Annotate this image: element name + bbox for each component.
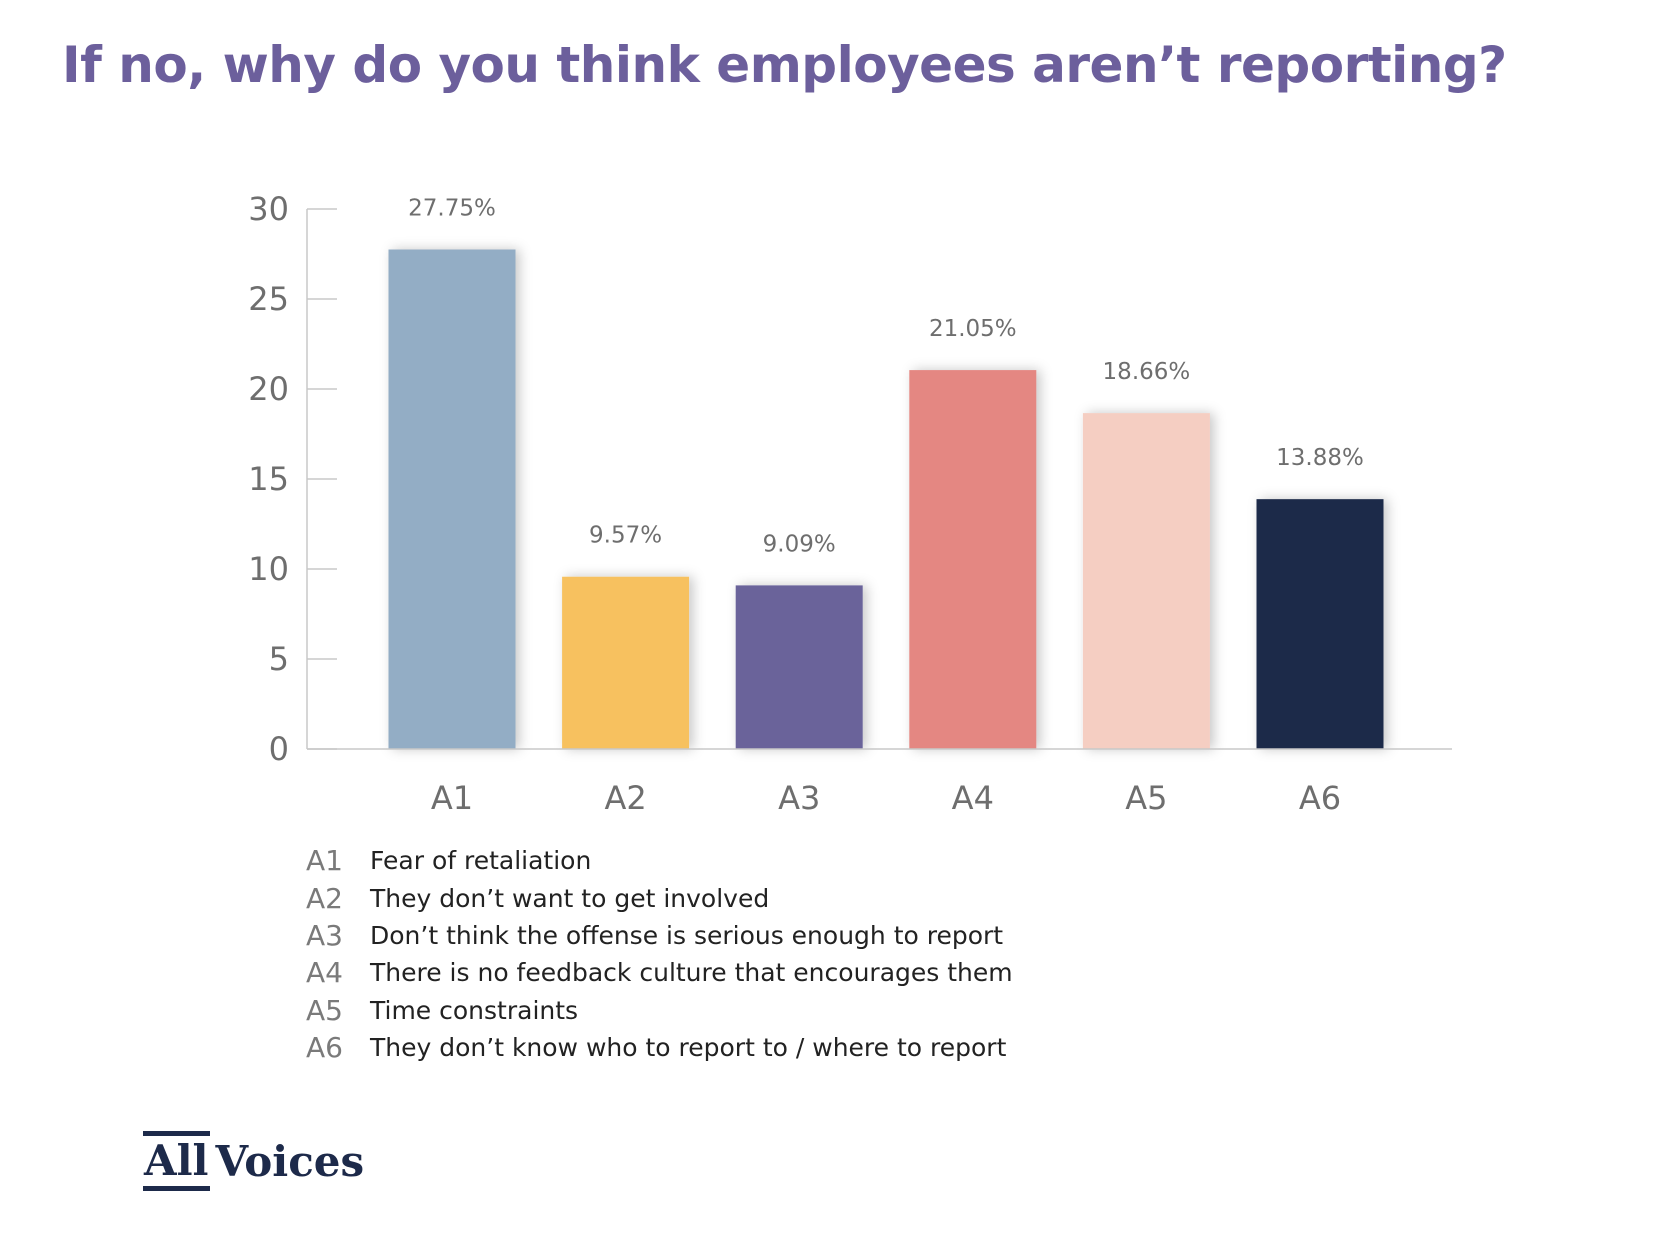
legend-item: A2 They don’t want to get involved xyxy=(306,879,1206,916)
legend-code: A5 xyxy=(306,993,343,1027)
y-tick-label: 0 xyxy=(269,730,289,768)
legend-label: Fear of retaliation xyxy=(370,846,592,876)
logo-all-text: All xyxy=(143,1131,210,1191)
y-tick-label: 5 xyxy=(269,640,289,678)
x-axis: A1 A2 A3 A4 A5 A6 xyxy=(307,748,1452,817)
x-tick-label: A2 xyxy=(604,779,646,817)
legend-label: They don’t want to get involved xyxy=(370,883,770,913)
y-tick-label: 25 xyxy=(248,280,289,318)
x-tick-label: A4 xyxy=(952,779,994,817)
bar-a4 xyxy=(909,370,1037,749)
bar-a6 xyxy=(1256,499,1384,749)
legend-code: A6 xyxy=(306,1031,343,1065)
legend-item: A6 They don’t know who to report to / wh… xyxy=(306,1029,1206,1066)
legend-label: There is no feedback culture that encour… xyxy=(370,958,1013,988)
y-tick-label: 15 xyxy=(248,460,289,498)
bars: 27.75% 9.57% 9.09% 21.05% 18.66% 13.88% xyxy=(388,196,1384,749)
bar-a1 xyxy=(388,249,516,749)
legend-item: A3 Don’t think the offense is serious en… xyxy=(306,917,1206,954)
data-label: 9.09% xyxy=(763,531,836,557)
data-label: 18.66% xyxy=(1103,359,1191,385)
bar-a5 xyxy=(1082,413,1210,749)
x-tick-label: A1 xyxy=(431,779,473,817)
legend-label: Time constraints xyxy=(370,995,579,1025)
legend: A1 Fear of retaliation A2 They don’t wan… xyxy=(306,842,1206,1066)
legend-code: A4 xyxy=(306,956,343,990)
y-axis: 0 5 10 15 20 25 30 xyxy=(248,190,337,768)
allvoices-logo: All Voices xyxy=(143,1126,364,1196)
y-tick-label: 30 xyxy=(248,190,289,228)
x-tick-label: A6 xyxy=(1299,779,1341,817)
bar-chart: 0 5 10 15 20 25 30 27.75% 9.57% 9.09% 21.05% 18.66… xyxy=(248,190,1452,817)
legend-code: A3 xyxy=(306,918,343,952)
legend-label: They don’t know who to report to / where… xyxy=(370,1033,1007,1063)
legend-item: A4 There is no feedback culture that enc… xyxy=(306,954,1206,991)
legend-code: A1 xyxy=(306,844,343,878)
data-label: 27.75% xyxy=(408,196,496,222)
data-label: 13.88% xyxy=(1276,445,1364,471)
x-tick-label: A3 xyxy=(778,779,820,817)
logo-voices-text: Voices xyxy=(215,1136,365,1186)
x-tick-label: A5 xyxy=(1125,779,1167,817)
bar-a3 xyxy=(735,585,863,749)
y-tick-label: 10 xyxy=(248,550,289,588)
legend-label: Don’t think the offense is serious enoug… xyxy=(370,920,1004,950)
chart-title: If no, why do you think employees aren’t… xyxy=(62,36,1507,94)
legend-item: A1 Fear of retaliation xyxy=(306,842,1206,879)
legend-item: A5 Time constraints xyxy=(306,992,1206,1029)
legend-code: A2 xyxy=(306,881,343,915)
y-tick-label: 20 xyxy=(248,370,289,408)
data-label: 9.57% xyxy=(589,523,662,549)
data-label: 21.05% xyxy=(929,316,1017,342)
bar-a2 xyxy=(562,576,690,749)
